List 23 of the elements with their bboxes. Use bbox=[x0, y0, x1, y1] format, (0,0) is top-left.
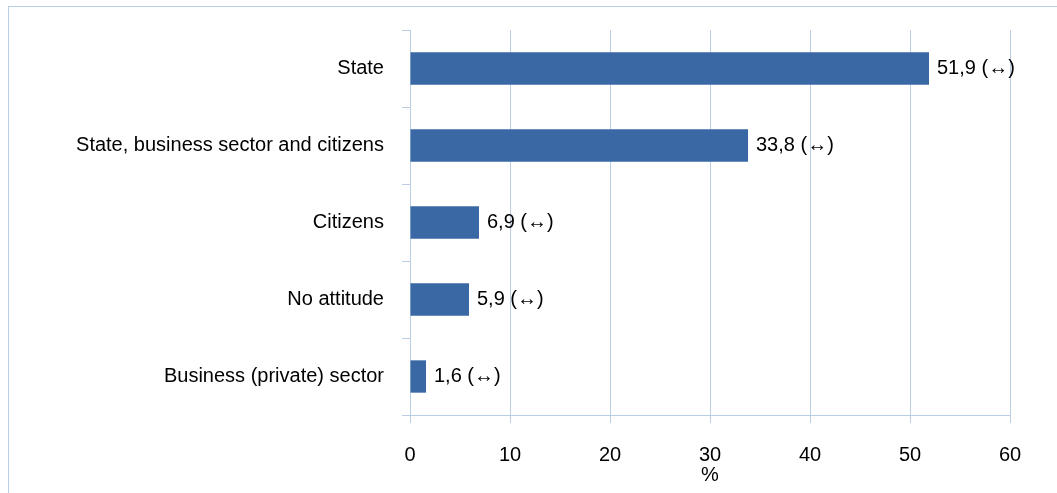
y-tick-label: Business (private) sector bbox=[163, 364, 385, 387]
data-label: 1,6 (↔) bbox=[434, 364, 501, 387]
y-tick-label: No attitude bbox=[287, 287, 384, 310]
bar bbox=[410, 206, 479, 239]
x-tick-label: 60 bbox=[998, 442, 1022, 465]
x-tick-label: 50 bbox=[898, 442, 922, 465]
bar bbox=[410, 360, 426, 393]
data-label: 6,9 (↔) bbox=[487, 210, 554, 233]
y-tick-label: State, business sector and citizens bbox=[76, 133, 384, 156]
x-tick-label: 0 bbox=[404, 442, 416, 465]
x-tick-label: 40 bbox=[798, 442, 822, 465]
bar bbox=[410, 283, 469, 316]
x-tick-label: 30 bbox=[698, 442, 722, 465]
data-label: 51,9 (↔) bbox=[937, 56, 1015, 79]
y-tick-label: Citizens bbox=[312, 210, 384, 233]
data-label: 33,8 (↔) bbox=[756, 133, 834, 156]
x-tick-label: 10 bbox=[498, 442, 522, 465]
bar bbox=[410, 129, 748, 162]
y-tick-label: State bbox=[337, 56, 384, 79]
bar bbox=[410, 52, 929, 85]
data-label: 5,9 (↔) bbox=[477, 287, 544, 310]
x-axis-title: % bbox=[701, 462, 720, 485]
x-tick-label: 20 bbox=[598, 442, 622, 465]
